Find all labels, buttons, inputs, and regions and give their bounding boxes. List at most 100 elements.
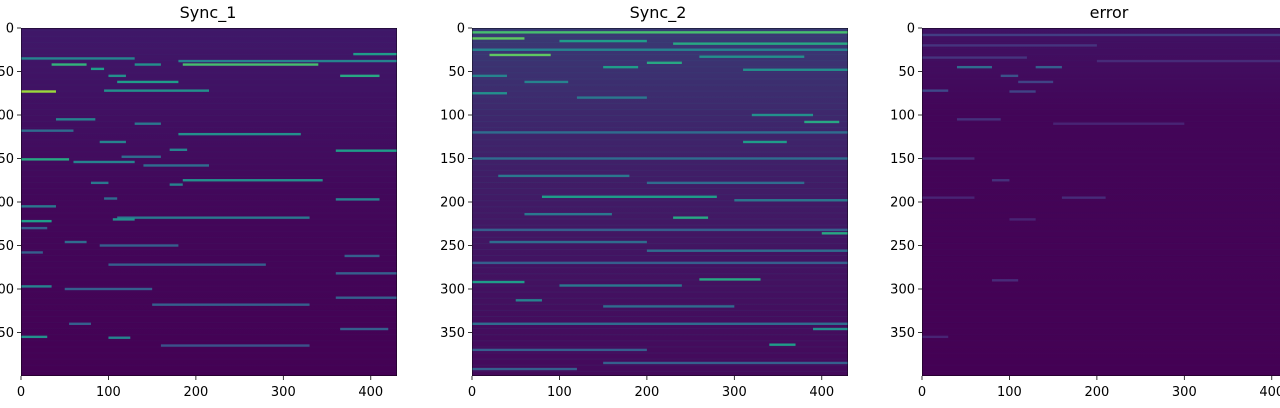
heatmap-band xyxy=(112,218,135,221)
y-tick-label: 150 xyxy=(0,152,14,167)
heatmap-texture-row xyxy=(922,48,1280,50)
heatmap-texture-row xyxy=(472,370,848,372)
heatmap-band xyxy=(182,63,319,66)
heatmap-band xyxy=(21,226,48,230)
heatmap-band xyxy=(472,322,848,325)
heatmap-texture-row xyxy=(472,29,848,31)
heatmap-texture-row xyxy=(922,212,1280,214)
heatmap-texture-row xyxy=(472,139,848,141)
heatmap-texture-row xyxy=(472,102,848,104)
x-tick-label: 200 xyxy=(634,385,659,400)
heatmap-texture-row xyxy=(472,175,848,177)
heatmap-texture-row xyxy=(21,169,397,171)
heatmap-band xyxy=(472,31,848,34)
heatmap-texture-row xyxy=(472,54,848,56)
heatmap-texture-row xyxy=(922,96,1280,98)
heatmap-texture-row xyxy=(472,230,848,232)
y-tick-label: 0 xyxy=(6,22,14,37)
heatmap-texture-row xyxy=(21,230,397,232)
heatmap-texture-row xyxy=(472,48,848,50)
heatmap-band xyxy=(673,42,848,45)
heatmap-band xyxy=(769,343,796,346)
heatmap-band xyxy=(69,322,91,325)
heatmap-texture-row xyxy=(21,206,397,208)
heatmap-texture-row xyxy=(922,328,1280,330)
heatmap-band xyxy=(21,335,48,339)
y-tick-label: 100 xyxy=(440,109,465,124)
heatmap-band xyxy=(121,155,161,158)
y-tick-label: 300 xyxy=(440,283,465,298)
heatmap-band xyxy=(73,160,135,164)
heatmap-texture-row xyxy=(472,121,848,123)
heatmap-texture-row xyxy=(21,151,397,153)
heatmap-texture-row xyxy=(21,157,397,159)
heatmap-texture-row xyxy=(21,309,397,311)
heatmap-texture-row xyxy=(922,102,1280,104)
heatmap-texture-row xyxy=(922,364,1280,366)
heatmap-band xyxy=(804,120,840,124)
heatmap-band xyxy=(498,174,630,178)
heatmap-band xyxy=(472,228,848,232)
heatmap-band xyxy=(335,198,380,201)
heatmap-texture-row xyxy=(472,151,848,153)
heatmap-band xyxy=(178,59,397,63)
heatmap-band xyxy=(472,157,848,160)
heatmap-texture-row xyxy=(472,309,848,311)
y-tick-label: 0 xyxy=(457,22,465,37)
heatmap-texture-row xyxy=(922,224,1280,226)
heatmap-band xyxy=(21,251,43,254)
heatmap-texture-row xyxy=(922,54,1280,56)
heatmap-band xyxy=(646,61,682,64)
heatmap-band xyxy=(182,179,323,182)
heatmap-texture-row xyxy=(922,66,1280,68)
heatmap-texture-row xyxy=(21,248,397,250)
x-tick-label: 400 xyxy=(358,385,383,400)
heatmap-texture-row xyxy=(472,200,848,202)
heatmap-texture-row xyxy=(472,279,848,281)
heatmap-band xyxy=(117,80,179,84)
heatmap-band xyxy=(743,68,848,71)
heatmap-texture-row xyxy=(472,133,848,135)
heatmap-texture-row xyxy=(21,279,397,281)
heatmap-texture-row xyxy=(472,188,848,190)
heatmap-band xyxy=(646,249,848,252)
panel-error: error 0 100 200 300 400 0 50 100 150 200 250 300 350 xyxy=(890,3,1280,400)
heatmap-texture-row xyxy=(922,297,1280,299)
heatmap-texture-row xyxy=(472,346,848,348)
heatmap-texture-row xyxy=(922,29,1280,31)
heatmap-texture-row xyxy=(472,236,848,238)
heatmap-band xyxy=(335,272,397,275)
x-tick-label: 100 xyxy=(547,385,572,400)
heatmap-texture-row xyxy=(922,157,1280,159)
heatmap-image: 0 100 200 300 400 0 50 100 150 200 250 300 350 xyxy=(440,22,848,400)
heatmap-band xyxy=(524,80,569,84)
heatmap-band xyxy=(922,56,1027,59)
x-tick-label: 100 xyxy=(997,385,1022,400)
heatmap-band xyxy=(472,92,507,95)
heatmap-band xyxy=(541,195,717,198)
heatmap-band xyxy=(21,57,135,60)
heatmap-band xyxy=(99,244,179,247)
heatmap-band xyxy=(344,254,380,258)
heatmap-texture-row xyxy=(21,145,397,147)
heatmap-texture-row xyxy=(922,194,1280,196)
heatmap-texture-row xyxy=(922,181,1280,183)
heatmap-texture-row xyxy=(472,297,848,299)
heatmap-texture-row xyxy=(21,115,397,116)
heatmap-texture-row xyxy=(21,328,397,330)
heatmap-texture-row xyxy=(21,35,397,37)
y-tick-label: 200 xyxy=(440,196,465,211)
heatmap-band xyxy=(21,90,56,93)
heatmap-band xyxy=(472,367,577,371)
heatmap-texture-row xyxy=(21,315,397,317)
heatmap-texture-row xyxy=(922,352,1280,354)
heatmap-texture-row xyxy=(922,151,1280,153)
heatmap-band xyxy=(134,122,161,125)
heatmap-band xyxy=(335,149,397,152)
heatmap-texture-row xyxy=(922,175,1280,177)
heatmap-texture-row xyxy=(922,346,1280,348)
heatmap-texture-row xyxy=(922,248,1280,250)
heatmap-texture-row xyxy=(472,115,848,116)
heatmap-texture-row xyxy=(922,200,1280,202)
y-tick-label: 300 xyxy=(0,283,14,298)
